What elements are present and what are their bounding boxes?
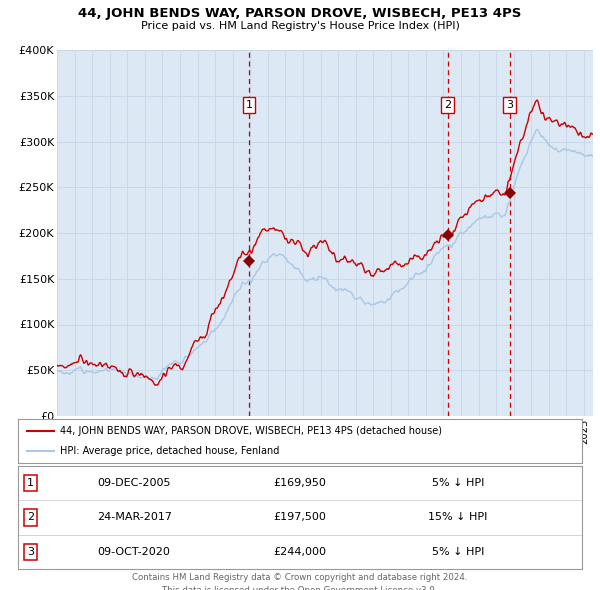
Text: Contains HM Land Registry data © Crown copyright and database right 2024.: Contains HM Land Registry data © Crown c… [132,573,468,582]
Text: £244,000: £244,000 [274,547,326,556]
Text: 44, JOHN BENDS WAY, PARSON DROVE, WISBECH, PE13 4PS: 44, JOHN BENDS WAY, PARSON DROVE, WISBEC… [79,7,521,20]
Text: 1: 1 [245,100,253,110]
Text: 5% ↓ HPI: 5% ↓ HPI [432,478,484,488]
Text: 2: 2 [27,513,34,522]
Text: 1: 1 [27,478,34,488]
Text: £169,950: £169,950 [274,478,326,488]
Text: Price paid vs. HM Land Registry's House Price Index (HPI): Price paid vs. HM Land Registry's House … [140,21,460,31]
Text: 09-DEC-2005: 09-DEC-2005 [97,478,170,488]
Text: 5% ↓ HPI: 5% ↓ HPI [432,547,484,556]
Text: This data is licensed under the Open Government Licence v3.0.: This data is licensed under the Open Gov… [163,586,437,590]
Text: £197,500: £197,500 [274,513,326,522]
Text: 44, JOHN BENDS WAY, PARSON DROVE, WISBECH, PE13 4PS (detached house): 44, JOHN BENDS WAY, PARSON DROVE, WISBEC… [60,426,442,436]
Text: HPI: Average price, detached house, Fenland: HPI: Average price, detached house, Fenl… [60,446,280,456]
Text: 3: 3 [27,547,34,556]
Text: 3: 3 [506,100,513,110]
Text: 15% ↓ HPI: 15% ↓ HPI [428,513,488,522]
Text: 2: 2 [444,100,451,110]
Text: 24-MAR-2017: 24-MAR-2017 [97,513,172,522]
Text: 09-OCT-2020: 09-OCT-2020 [97,547,170,556]
